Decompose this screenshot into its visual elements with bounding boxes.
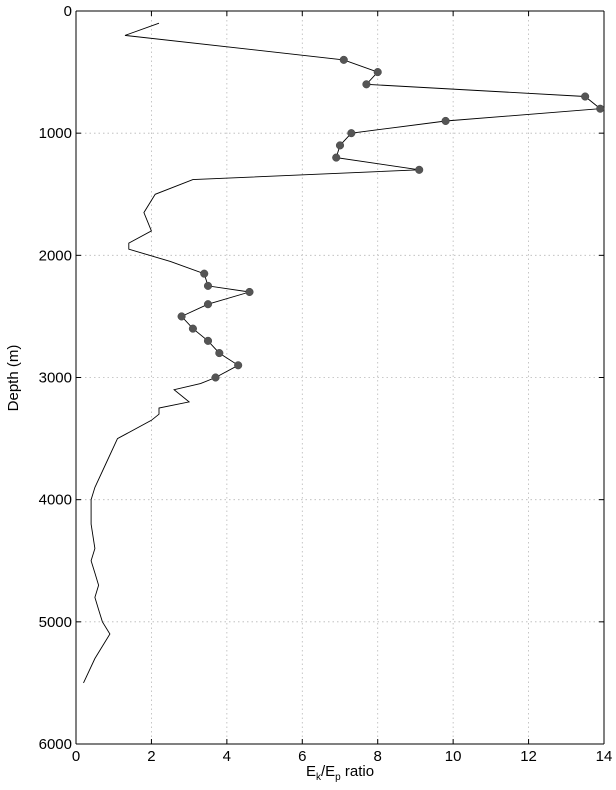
x-tick-label: 10 — [445, 748, 462, 765]
x-tick-label: 6 — [298, 748, 306, 765]
data-point — [335, 141, 345, 150]
y-axis-title: Depth (m) — [5, 345, 22, 412]
x-tick-label: 12 — [520, 748, 537, 765]
y-tick-label: 5000 — [39, 614, 72, 631]
series — [83, 22, 602, 684]
markers — [177, 55, 605, 382]
y-tick-label: 2000 — [39, 247, 72, 264]
data-point — [211, 373, 220, 382]
y-tick-label: 6000 — [39, 736, 72, 753]
data-point — [215, 349, 224, 358]
y-tick-label: 3000 — [39, 370, 72, 387]
data-point — [347, 129, 356, 138]
data-point — [188, 324, 197, 333]
y-tick-label: 0 — [64, 3, 72, 20]
ticks: 0 2 4 6 8 10 12 14 0 1000 2000 3000 4000 5000 6000 — [39, 3, 613, 765]
data-point — [415, 165, 424, 174]
data-point — [177, 312, 186, 321]
data-point — [332, 153, 341, 162]
data-point — [362, 80, 371, 89]
data-point — [245, 287, 254, 297]
data-point — [200, 269, 209, 278]
data-point — [203, 336, 213, 345]
data-point — [234, 361, 243, 370]
x-axis-title: Ek/Ep ratio — [306, 763, 374, 783]
x-tick-label: 4 — [223, 748, 231, 765]
y-tick-label: 4000 — [39, 492, 72, 509]
data-point — [441, 116, 450, 125]
data-point — [203, 300, 213, 309]
data-point — [339, 55, 348, 64]
x-tick-label: 2 — [147, 748, 155, 765]
x-tick-label: 8 — [374, 748, 382, 765]
data-point — [203, 281, 213, 290]
grid — [76, 11, 604, 744]
y-tick-label: 1000 — [39, 125, 72, 142]
series-line — [83, 22, 602, 684]
axes — [75, 10, 605, 745]
data-point — [581, 92, 590, 101]
data-point — [373, 68, 382, 77]
x-tick-label: 14 — [596, 748, 613, 765]
x-tick-label: 0 — [72, 748, 80, 765]
data-point — [596, 104, 605, 113]
